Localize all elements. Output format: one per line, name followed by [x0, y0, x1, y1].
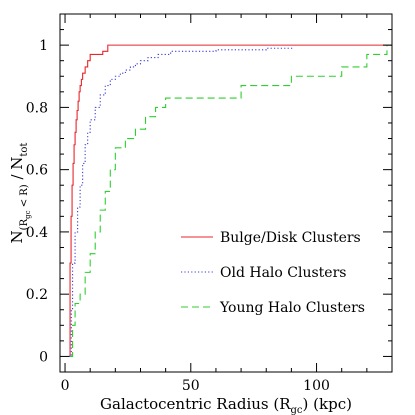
series-line-2	[70, 44, 392, 357]
legend-label-0: Bulge/Disk Clusters	[220, 230, 361, 246]
legend: Bulge/Disk Clusters Old Halo Clusters Youn…	[181, 230, 365, 316]
plot-frame	[59, 13, 393, 373]
y-tick-label: 0	[39, 349, 48, 365]
y-tick-label: 0.8	[26, 100, 48, 116]
y-tick-label: 0.4	[26, 225, 48, 241]
x-tick-label: 100	[303, 378, 330, 394]
series-layer	[68, 44, 392, 357]
legend-label-1: Old Halo Clusters	[220, 265, 346, 281]
y-tick-label: 0.6	[26, 163, 48, 179]
legend-label-2: Young Halo Clusters	[219, 300, 365, 316]
series-line-0	[68, 44, 392, 357]
y-axis-label: N(Rgc < R) / Ntot	[8, 143, 32, 244]
x-axis-label: Galactocentric Radius (Rgc) (kpc)	[100, 395, 352, 415]
x-tick-label: 50	[182, 378, 200, 394]
axis-labels: Galactocentric Radius (Rgc) (kpc) N(Rgc <…	[8, 143, 352, 415]
axes-layer: 0 50 100 0 0.2 0.4 0.6 0.8 1	[26, 13, 393, 394]
y-tick-label: 1	[39, 38, 48, 54]
x-tick-label: 0	[61, 378, 70, 394]
y-tick-label: 0.2	[26, 287, 48, 303]
